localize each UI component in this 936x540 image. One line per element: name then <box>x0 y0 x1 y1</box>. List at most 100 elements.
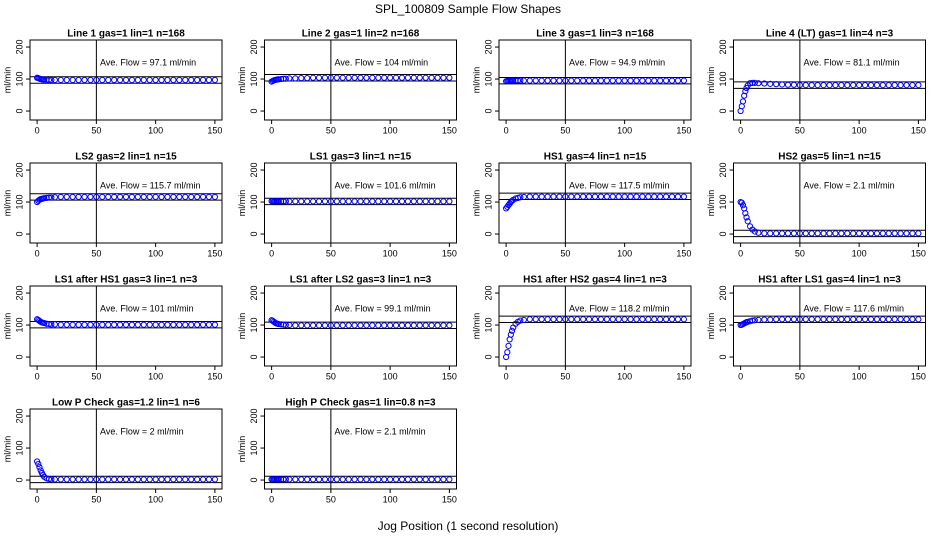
y-tick-label: 100 <box>718 195 728 210</box>
y-tick-label: 0 <box>14 232 24 237</box>
panel-title: HS1 after LS1 gas=4 lin=1 n=3 <box>758 275 901 286</box>
point <box>170 476 177 483</box>
point <box>333 74 340 81</box>
y-tick-label: 200 <box>483 163 493 178</box>
point <box>538 316 545 323</box>
point <box>369 198 376 205</box>
x-tick-label: 0 <box>504 248 509 258</box>
panel-title: Line 4 (LT) gas=1 lin=4 n=3 <box>766 29 894 40</box>
point <box>63 193 70 201</box>
annotation: Ave. Flow = 101 ml/min <box>100 303 194 313</box>
point <box>327 476 334 483</box>
point <box>844 82 851 89</box>
point <box>749 79 756 86</box>
point <box>651 316 658 323</box>
point <box>375 198 382 205</box>
point <box>591 316 599 323</box>
point <box>422 476 429 483</box>
point <box>194 193 201 201</box>
point <box>609 77 616 84</box>
point <box>99 76 106 84</box>
x-tick-label: 50 <box>91 248 101 258</box>
panel-title: LS1 after HS1 gas=3 lin=1 n=3 <box>55 275 198 286</box>
point <box>363 476 370 483</box>
plot-frame <box>498 39 692 121</box>
y-tick-label: 0 <box>718 355 728 360</box>
point <box>844 230 851 237</box>
x-tick-label: 0 <box>504 125 509 135</box>
point <box>879 230 886 237</box>
y-tick-label: 200 <box>718 40 728 55</box>
point <box>867 82 875 89</box>
point <box>826 316 833 323</box>
y-axis-label: ml/min <box>237 436 247 463</box>
point <box>627 77 634 84</box>
point <box>339 198 346 205</box>
point <box>152 193 159 201</box>
y-tick-label: 200 <box>249 40 259 55</box>
point <box>304 198 311 205</box>
point <box>298 322 305 329</box>
point <box>850 82 857 89</box>
point <box>48 321 55 328</box>
point <box>387 74 394 81</box>
point <box>152 476 159 483</box>
point <box>597 77 605 84</box>
point <box>796 82 803 89</box>
point <box>182 76 189 84</box>
y-axis-label: ml/min <box>237 190 247 217</box>
point <box>778 81 786 88</box>
x-tick-label: 100 <box>617 371 632 381</box>
point <box>867 316 875 323</box>
point <box>668 77 676 84</box>
point <box>627 316 634 323</box>
point <box>164 76 171 84</box>
point <box>639 316 646 323</box>
point <box>532 316 539 323</box>
point <box>591 193 599 200</box>
y-tick-label: 200 <box>718 163 728 178</box>
point <box>790 81 798 88</box>
point <box>398 476 406 483</box>
point <box>286 198 293 205</box>
x-tick-label: 0 <box>738 125 743 135</box>
point <box>128 193 136 201</box>
panel-title: HS2 gas=5 lin=1 n=15 <box>778 152 881 163</box>
y-tick-label: 0 <box>483 232 493 237</box>
point <box>51 321 58 328</box>
x-tick-label: 0 <box>269 248 274 258</box>
point <box>128 76 136 84</box>
point <box>63 76 70 84</box>
point <box>585 316 593 323</box>
panel-title: HS1 gas=4 lin=1 n=15 <box>544 152 647 163</box>
point <box>158 321 165 328</box>
point <box>116 76 124 84</box>
point <box>93 476 100 483</box>
point <box>75 321 82 328</box>
x-tick-label: 50 <box>795 125 805 135</box>
point <box>621 316 628 323</box>
point <box>761 230 768 237</box>
point <box>333 322 340 329</box>
x-tick-label: 100 <box>617 248 632 258</box>
point <box>280 198 287 205</box>
point <box>538 193 545 200</box>
x-tick-label: 50 <box>326 371 336 381</box>
point <box>422 74 429 81</box>
x-tick-label: 50 <box>560 248 570 258</box>
point <box>428 74 435 81</box>
plot-frame <box>733 39 926 121</box>
plot-frame <box>264 162 457 244</box>
point <box>116 193 124 201</box>
point <box>744 218 751 225</box>
point <box>99 193 106 201</box>
x-tick-label: 150 <box>442 248 457 258</box>
point <box>158 76 165 84</box>
point <box>188 193 195 201</box>
y-tick-label: 200 <box>14 40 24 55</box>
y-tick-label: 100 <box>249 441 259 456</box>
point <box>568 77 575 84</box>
point <box>140 76 147 84</box>
point <box>282 476 289 483</box>
point <box>568 193 575 200</box>
